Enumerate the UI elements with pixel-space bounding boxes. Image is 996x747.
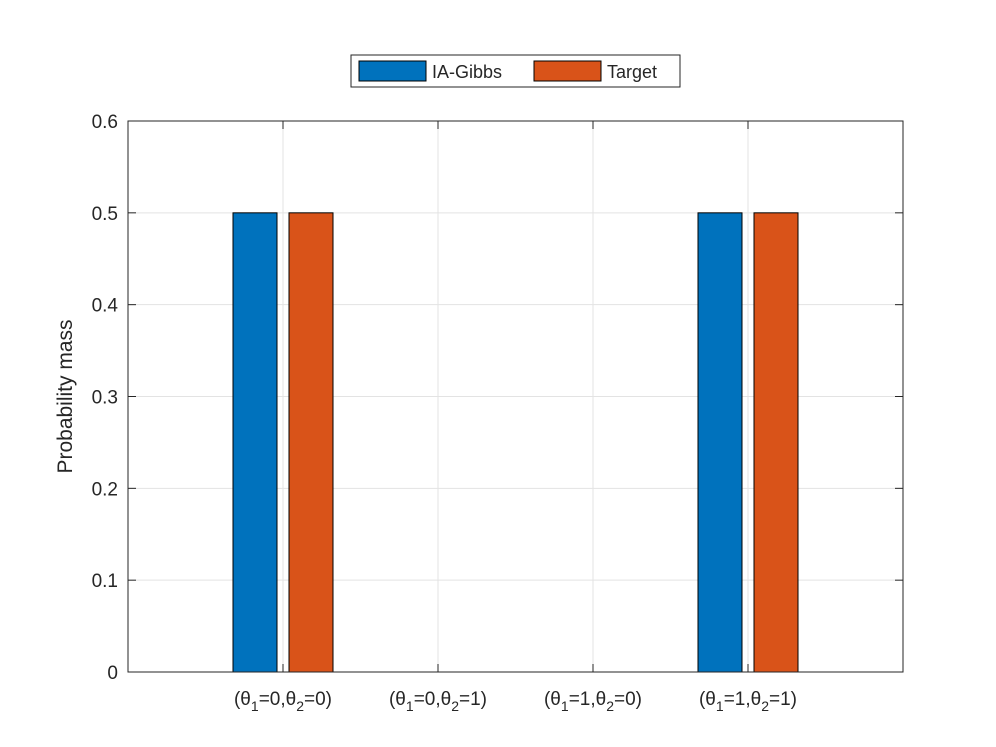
y-axis-label-group: Probability mass bbox=[54, 319, 77, 473]
legend-swatch bbox=[533, 60, 602, 82]
legend-label: IA-Gibbs bbox=[432, 62, 502, 82]
bar-ia-gibbs bbox=[697, 212, 743, 673]
ticks: 0 0.1 0.2 0.3 0.4 0.5 0.6 (θ1=0,θ2=0) (θ1=0,θ2=1… bbox=[92, 112, 903, 714]
y-tick-label: 0.1 bbox=[92, 571, 118, 592]
x-tick-label: (θ1=1,θ2=0) bbox=[544, 689, 642, 714]
legend-label: Target bbox=[607, 62, 657, 82]
x-tick-label: (θ1=0,θ2=0) bbox=[234, 689, 332, 714]
bar-target bbox=[753, 212, 799, 673]
bars bbox=[232, 212, 799, 673]
legend-swatch bbox=[358, 60, 427, 82]
y-axis-label: Probability mass bbox=[54, 319, 77, 473]
x-tick-label: (θ1=1,θ2=1) bbox=[699, 689, 797, 714]
y-tick-label: 0.3 bbox=[92, 388, 118, 409]
y-tick-label: 0.4 bbox=[92, 296, 119, 317]
legend: IA-Gibbs Target bbox=[350, 54, 681, 88]
y-tick-label: 0.2 bbox=[92, 479, 118, 500]
y-tick-label: 0 bbox=[107, 663, 118, 684]
bar-ia-gibbs bbox=[232, 212, 278, 673]
x-tick-label: (θ1=0,θ2=1) bbox=[389, 689, 487, 714]
y-tick-label: 0.5 bbox=[92, 204, 118, 225]
bar-target bbox=[288, 212, 334, 673]
y-tick-label: 0.6 bbox=[92, 112, 118, 133]
